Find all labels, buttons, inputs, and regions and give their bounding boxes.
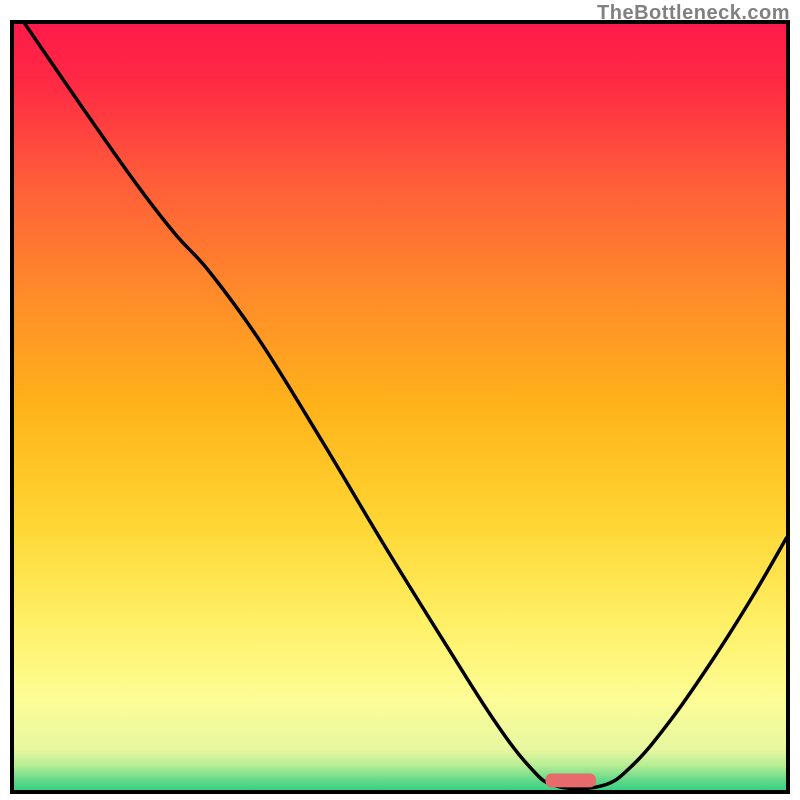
optimal-marker [546, 774, 596, 788]
bottleneck-chart [0, 0, 800, 800]
gradient-background [12, 22, 788, 792]
watermark-text: TheBottleneck.com [597, 2, 790, 25]
